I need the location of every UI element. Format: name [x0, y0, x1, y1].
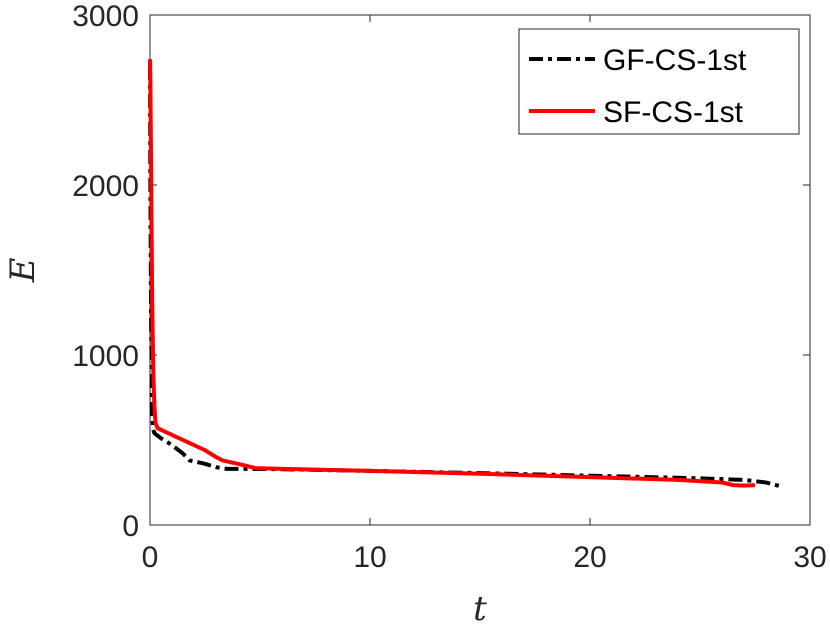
y-tick-label: 3000: [72, 0, 139, 33]
legend-label-sf-cs-1st: SF-CS-1st: [603, 96, 744, 129]
x-tick-label: 20: [573, 541, 606, 574]
y-tick-label: 1000: [72, 340, 139, 373]
legend-box: [518, 28, 800, 135]
legend: GF-CS-1st SF-CS-1st: [518, 28, 800, 135]
x-axis-label: t: [473, 589, 487, 627]
axis-ticks: 0 10 20 30 0 1000 2000 3000: [72, 0, 826, 574]
y-tick-label: 0: [122, 510, 139, 543]
x-tick-label: 10: [353, 541, 386, 574]
legend-label-gf-cs-1st: GF-CS-1st: [603, 44, 747, 77]
y-axis-label: E: [3, 257, 43, 283]
x-tick-label: 30: [793, 541, 826, 574]
series-layer: [148, 59, 780, 488]
x-tick-label: 0: [142, 541, 159, 574]
series-line-sf-cs-1st: [148, 59, 756, 488]
y-tick-label: 2000: [72, 170, 139, 203]
